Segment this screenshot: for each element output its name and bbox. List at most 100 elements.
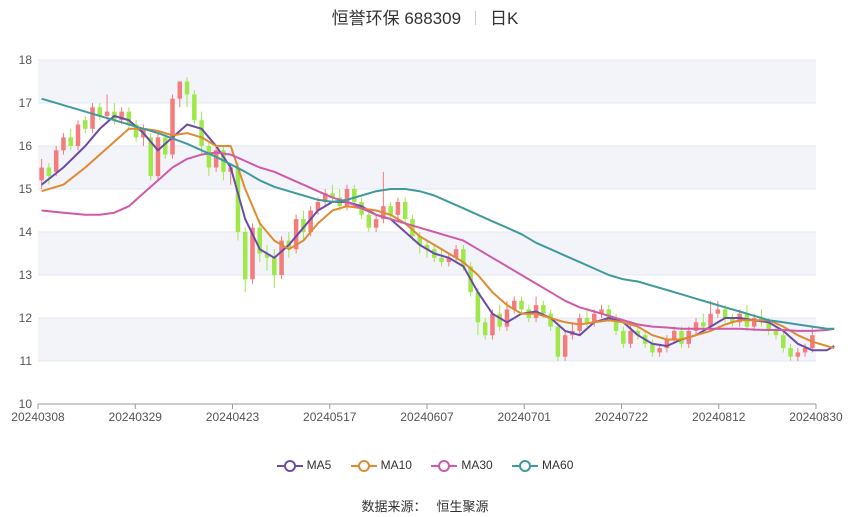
candle-body (701, 322, 706, 327)
candle-body (599, 309, 604, 314)
legend-label-ma5: MA5 (306, 457, 332, 472)
candle-body (475, 292, 481, 323)
legend-item-ma30[interactable]: MA30 (431, 458, 493, 472)
candle-body (272, 257, 277, 275)
candle-body (61, 137, 66, 151)
candle-body (795, 352, 801, 357)
candle-body (352, 189, 357, 202)
candle-body (322, 193, 328, 202)
candle-body (635, 330, 641, 336)
candle-body (628, 330, 633, 344)
candle-body (301, 219, 306, 232)
x-tick-label: 20240517 (303, 410, 357, 424)
candle-body (402, 201, 408, 220)
candle-body (490, 313, 495, 336)
candle-body (199, 120, 204, 146)
candle-body (235, 167, 241, 232)
legend-marker-ma60 (512, 459, 539, 472)
candle-body (453, 249, 459, 258)
candle-body (206, 146, 212, 168)
candle-body (162, 137, 168, 155)
candle-body (104, 111, 110, 116)
candle-body (730, 318, 735, 323)
y-tick-label: 17 (19, 96, 33, 110)
candle-body (584, 318, 590, 323)
y-tick-label: 14 (19, 225, 33, 239)
title-divider (475, 11, 477, 25)
y-tick-label: 16 (19, 139, 33, 153)
candle-body (192, 94, 197, 121)
candle-body (126, 111, 132, 125)
candle-body (664, 339, 670, 349)
grid-band (38, 318, 816, 361)
candle-body (461, 249, 466, 267)
candle-body (708, 313, 713, 327)
candle-body (315, 201, 321, 211)
candle-body (155, 137, 161, 177)
data-source: 数据来源： 恒生聚源 (0, 496, 850, 515)
y-tick-label: 10 (19, 397, 33, 411)
candle-body (90, 107, 95, 129)
candle-body (715, 309, 721, 314)
candle-body (213, 150, 219, 168)
candle-body (388, 206, 393, 215)
candle-body (366, 214, 372, 228)
series-line-ma10 (41, 127, 835, 350)
candle-body (591, 313, 597, 323)
candle-body (548, 313, 553, 327)
candle-body (722, 309, 728, 318)
grid-band (38, 146, 816, 189)
candle-body (562, 335, 568, 357)
candle-body (293, 219, 299, 250)
y-tick-label: 12 (19, 311, 33, 325)
legend-label-ma10: MA10 (380, 457, 412, 472)
candle-body (250, 227, 255, 280)
candle-body (170, 98, 175, 155)
candle-body (264, 253, 270, 258)
candle-body (606, 309, 612, 318)
legend-label-ma60: MA60 (542, 457, 574, 472)
candle-body (511, 300, 517, 310)
candle-body (133, 124, 139, 138)
candle-body (679, 330, 684, 344)
candle-body (802, 348, 808, 353)
y-tick-label: 18 (19, 53, 33, 67)
candle-body (424, 244, 430, 250)
x-tick-label: 20240722 (595, 410, 649, 424)
candle-body (766, 322, 771, 331)
candle-body (519, 300, 524, 310)
legend-marker-ma30 (431, 459, 458, 472)
period-tab-daily[interactable]: 日K (490, 9, 519, 28)
candle-body (417, 236, 422, 245)
chart-title: 恒誉环保 688309 日K (0, 4, 850, 28)
legend-marker-ma5 (276, 459, 303, 472)
candle-body (671, 330, 677, 340)
x-tick-label: 20240329 (109, 410, 163, 424)
candle-body (541, 305, 546, 314)
candle-body (373, 219, 379, 228)
candle-body (83, 120, 88, 129)
candle-body (330, 193, 335, 198)
candle-body (773, 330, 779, 336)
legend-item-ma60[interactable]: MA60 (512, 458, 573, 472)
series-line-ma5 (40, 114, 835, 352)
candle-body (148, 137, 153, 177)
candle-body (119, 111, 124, 121)
candle-body (504, 309, 510, 327)
candle-body (751, 318, 757, 327)
x-tick-label: 20240423 (206, 410, 260, 424)
candle-body (657, 348, 662, 353)
y-tick-label: 11 (20, 354, 33, 368)
legend-marker-ma10 (350, 459, 377, 472)
candle-body (39, 167, 44, 181)
candle-body (53, 150, 59, 172)
candle-body (613, 318, 619, 331)
legend-item-ma10[interactable]: MA10 (350, 457, 412, 472)
candle-body (279, 240, 284, 275)
legend: MA5 MA10 MA30 MA60 (0, 457, 850, 472)
stock-name-code: 恒誉环保 688309 (331, 9, 462, 28)
candle-body (621, 330, 626, 344)
x-tick-label: 20240812 (692, 410, 746, 424)
legend-item-ma5[interactable]: MA5 (276, 457, 332, 472)
